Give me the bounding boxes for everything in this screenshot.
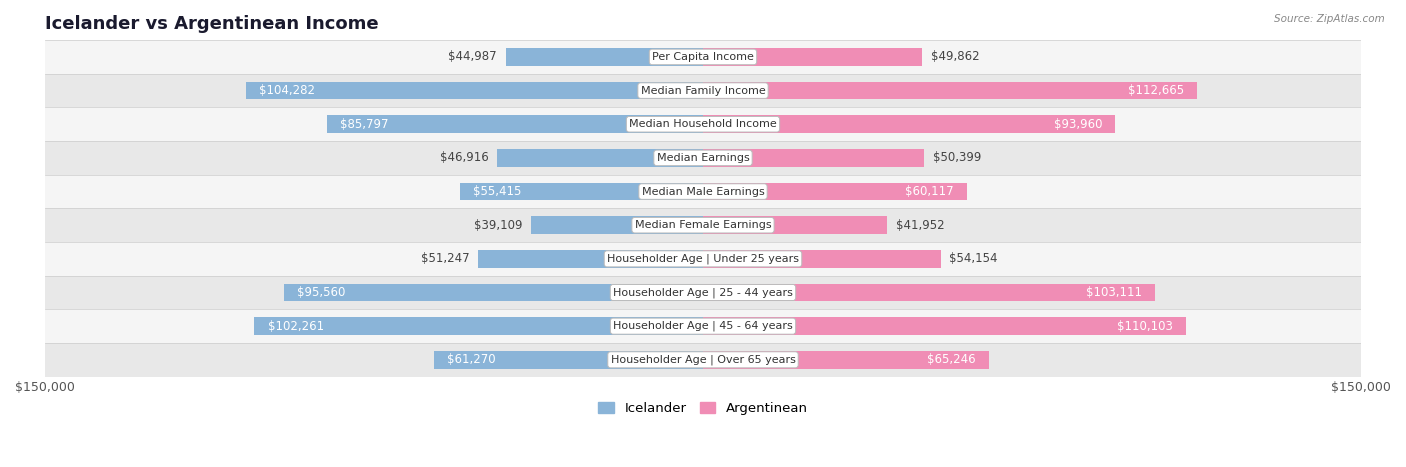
Bar xyxy=(45,107,1361,141)
Text: Median Earnings: Median Earnings xyxy=(657,153,749,163)
Text: $51,247: $51,247 xyxy=(420,252,470,265)
Text: $50,399: $50,399 xyxy=(932,151,981,164)
Bar xyxy=(498,149,703,167)
Bar xyxy=(45,309,1361,343)
Bar xyxy=(531,216,703,234)
Bar xyxy=(703,318,1187,335)
Bar xyxy=(45,175,1361,208)
Bar xyxy=(254,318,703,335)
Bar xyxy=(45,242,1361,276)
Text: $44,987: $44,987 xyxy=(449,50,496,64)
Text: $110,103: $110,103 xyxy=(1116,319,1173,333)
Text: Per Capita Income: Per Capita Income xyxy=(652,52,754,62)
Text: $112,665: $112,665 xyxy=(1128,84,1184,97)
Bar xyxy=(703,284,1156,301)
Bar xyxy=(703,149,924,167)
Text: $55,415: $55,415 xyxy=(472,185,522,198)
Bar xyxy=(45,141,1361,175)
Bar xyxy=(478,250,703,268)
Text: $93,960: $93,960 xyxy=(1053,118,1102,131)
Bar xyxy=(284,284,703,301)
Text: $49,862: $49,862 xyxy=(931,50,979,64)
Bar xyxy=(45,208,1361,242)
Text: Householder Age | 45 - 64 years: Householder Age | 45 - 64 years xyxy=(613,321,793,332)
Bar xyxy=(45,40,1361,74)
Text: Householder Age | 25 - 44 years: Householder Age | 25 - 44 years xyxy=(613,287,793,298)
Text: $65,246: $65,246 xyxy=(928,354,976,366)
Legend: Icelander, Argentinean: Icelander, Argentinean xyxy=(593,397,813,420)
Bar xyxy=(246,82,703,99)
Bar xyxy=(460,183,703,200)
Text: Median Female Earnings: Median Female Earnings xyxy=(634,220,772,230)
Text: $61,270: $61,270 xyxy=(447,354,496,366)
Bar xyxy=(326,115,703,133)
Text: $39,109: $39,109 xyxy=(474,219,523,232)
Text: Source: ZipAtlas.com: Source: ZipAtlas.com xyxy=(1274,14,1385,24)
Text: $103,111: $103,111 xyxy=(1087,286,1142,299)
Text: $60,117: $60,117 xyxy=(905,185,953,198)
Text: Median Household Income: Median Household Income xyxy=(628,119,778,129)
Bar xyxy=(703,216,887,234)
Bar xyxy=(45,74,1361,107)
Bar xyxy=(703,115,1115,133)
Bar xyxy=(45,276,1361,309)
Bar xyxy=(434,351,703,368)
Text: $46,916: $46,916 xyxy=(440,151,488,164)
Text: Median Family Income: Median Family Income xyxy=(641,85,765,96)
Bar xyxy=(703,82,1198,99)
Bar xyxy=(703,351,990,368)
Bar xyxy=(703,48,922,66)
Bar xyxy=(703,250,941,268)
Bar xyxy=(45,343,1361,377)
Text: $95,560: $95,560 xyxy=(297,286,346,299)
Text: Icelander vs Argentinean Income: Icelander vs Argentinean Income xyxy=(45,15,378,33)
Bar xyxy=(703,183,967,200)
Text: Median Male Earnings: Median Male Earnings xyxy=(641,186,765,197)
Text: $41,952: $41,952 xyxy=(896,219,945,232)
Text: $54,154: $54,154 xyxy=(949,252,998,265)
Text: $104,282: $104,282 xyxy=(259,84,315,97)
Text: $85,797: $85,797 xyxy=(340,118,388,131)
Text: Householder Age | Over 65 years: Householder Age | Over 65 years xyxy=(610,354,796,365)
Text: $102,261: $102,261 xyxy=(267,319,323,333)
Text: Householder Age | Under 25 years: Householder Age | Under 25 years xyxy=(607,254,799,264)
Bar xyxy=(506,48,703,66)
